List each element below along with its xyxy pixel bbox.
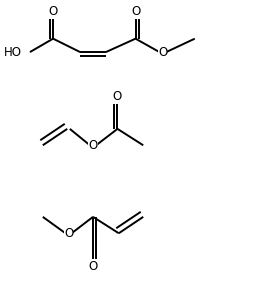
Text: O: O: [131, 5, 140, 18]
Text: O: O: [88, 139, 98, 152]
Text: HO: HO: [4, 45, 22, 59]
Text: O: O: [158, 45, 167, 59]
Text: O: O: [49, 5, 58, 18]
Text: O: O: [113, 90, 122, 103]
Text: O: O: [88, 259, 98, 273]
Text: O: O: [64, 227, 73, 240]
